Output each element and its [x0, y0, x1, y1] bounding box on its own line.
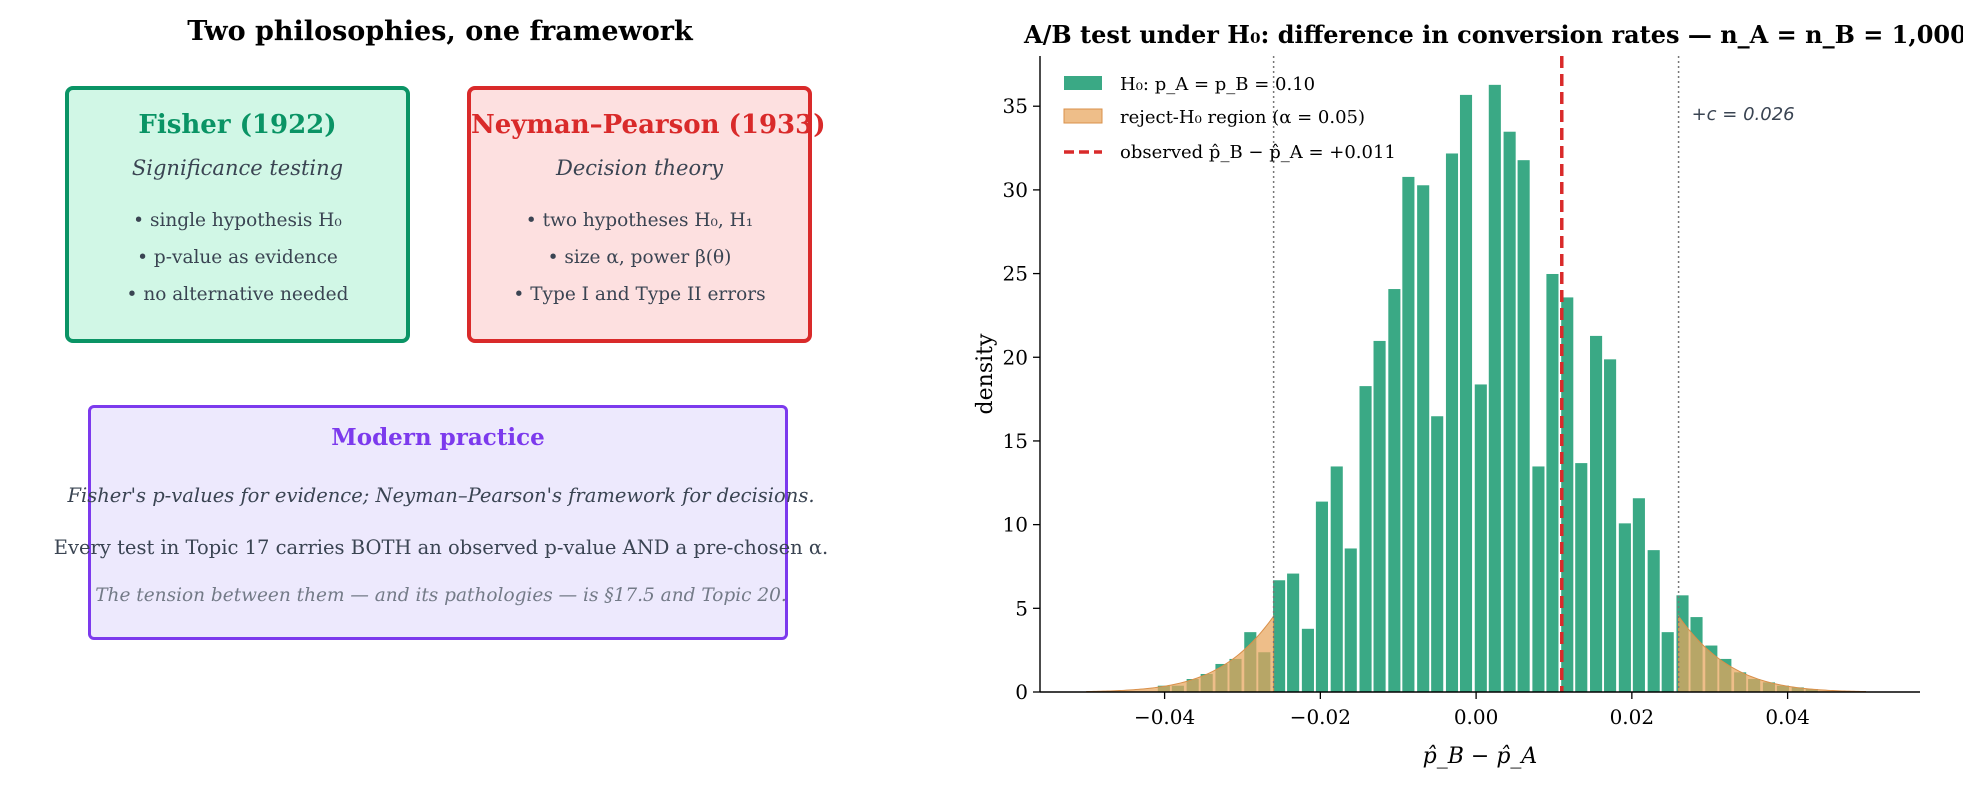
- y-axis-label: density: [973, 333, 998, 414]
- histogram-bar: [1445, 152, 1459, 693]
- neyman-pearson-card: Neyman–Pearson (1933) Decision theory • …: [467, 86, 826, 343]
- histogram-bar: [1589, 335, 1603, 693]
- histogram-bar: [1401, 176, 1416, 693]
- fisher-title: Fisher (1922): [138, 110, 337, 140]
- histogram-bar: [1430, 415, 1445, 693]
- histogram-bar: [1574, 462, 1589, 693]
- neyman-pearson-bullet: • Type I and Type II errors: [513, 284, 766, 305]
- histogram-bar: [1372, 340, 1387, 693]
- histogram-bar: [1531, 465, 1546, 693]
- fisher-bullet: • p-value as evidence: [137, 247, 338, 268]
- histogram-bar: [1660, 631, 1675, 693]
- legend-label: H₀: p_A = p_B = 0.10: [1120, 74, 1315, 95]
- fisher-bullet: • no alternative needed: [126, 284, 349, 305]
- neyman-pearson-bullet: • size α, power β(θ): [547, 247, 732, 268]
- neyman-pearson-subtitle: Decision theory: [555, 156, 723, 180]
- y-tick-label: 10: [1003, 513, 1028, 537]
- histogram-bar: [1329, 465, 1344, 693]
- histogram-bar: [1343, 547, 1358, 693]
- legend-swatch-histogram: [1064, 76, 1102, 90]
- fisher-subtitle: Significance testing: [131, 156, 344, 180]
- histogram-bar: [1286, 572, 1300, 693]
- y-tick-label: 30: [1003, 178, 1028, 202]
- neyman-pearson-title: Neyman–Pearson (1933): [471, 110, 826, 140]
- fisher-bullet: • single hypothesis H₀: [133, 210, 342, 231]
- modern-practice-line-3: The tension between them — and its patho…: [95, 585, 787, 606]
- legend-label: observed p̂_B − p̂_A = +0.011: [1120, 142, 1396, 163]
- modern-practice-title: Modern practice: [331, 424, 545, 451]
- y-tick-label: 0: [1015, 680, 1028, 704]
- histogram-bar: [1387, 288, 1402, 693]
- y-tick-label: 20: [1003, 345, 1028, 369]
- x-tick-label: 0.04: [1765, 705, 1810, 729]
- histogram-bar: [1603, 358, 1617, 693]
- histogram-bar: [1632, 497, 1646, 693]
- reject-region-right: [1678, 614, 1866, 693]
- x-tick-label: −0.04: [1134, 705, 1195, 729]
- reject-region-left: [1086, 614, 1275, 693]
- histogram-bar: [1459, 94, 1473, 693]
- histogram-bar: [1301, 628, 1315, 693]
- critical-value-annotation: +c = 0.026: [1692, 104, 1795, 125]
- histogram-bar: [1358, 385, 1373, 693]
- histogram-bar: [1646, 549, 1661, 693]
- histogram-bar: [1545, 273, 1560, 693]
- histogram-bar: [1516, 159, 1531, 693]
- histogram-bar: [1502, 130, 1517, 693]
- chart-title: A/B test under H₀: difference in convers…: [1023, 20, 1963, 49]
- x-tick-label: 0.00: [1454, 705, 1499, 729]
- modern-practice-line-2: Every test in Topic 17 carries BOTH an o…: [53, 536, 829, 559]
- x-tick-label: −0.02: [1290, 705, 1351, 729]
- y-tick-label: 15: [1003, 429, 1028, 453]
- y-tick-label: 5: [1015, 596, 1028, 620]
- neyman-pearson-bullets: • two hypotheses H₀, H₁ • size α, power …: [471, 202, 808, 313]
- histogram-bar: [1487, 84, 1502, 693]
- y-tick-label: 35: [1003, 94, 1028, 118]
- x-tick-label: 0.02: [1610, 705, 1655, 729]
- y-tick-label: 25: [1003, 262, 1028, 286]
- histogram-bar: [1315, 500, 1329, 693]
- neyman-pearson-bullet: • two hypotheses H₀, H₁: [525, 210, 754, 231]
- fisher-bullets: • single hypothesis H₀ • p-value as evid…: [69, 202, 406, 313]
- histogram-bar: [1272, 579, 1286, 693]
- histogram-bar: [1416, 184, 1431, 693]
- fisher-card: Fisher (1922) Significance testing • sin…: [65, 86, 410, 343]
- histogram-bar: [1473, 383, 1488, 693]
- modern-practice-card: Modern practice Fisher's p-values for ev…: [54, 405, 828, 640]
- modern-practice-line-1: Fisher's p-values for evidence; Neyman–P…: [67, 484, 815, 507]
- x-axis-label: p̂_B − p̂_A: [1423, 744, 1538, 769]
- legend-swatch-reject-region: [1063, 108, 1103, 124]
- histogram-bar: [1618, 522, 1632, 693]
- legend-label: reject-H₀ region (α = 0.05): [1120, 107, 1365, 128]
- left-panel-title: Two philosophies, one framework: [187, 16, 693, 47]
